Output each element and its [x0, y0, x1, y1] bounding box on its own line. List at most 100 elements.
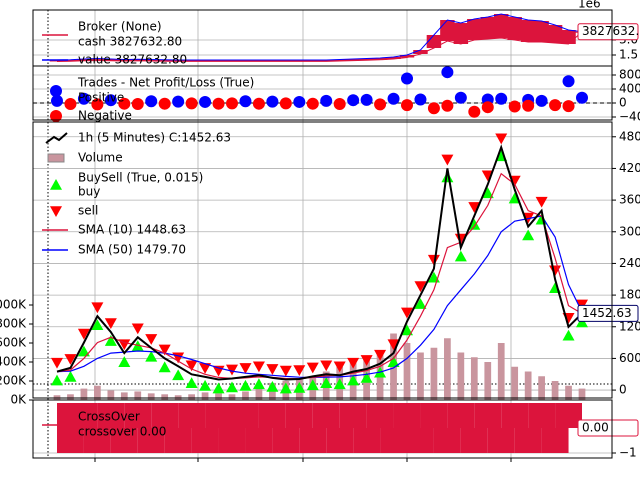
trade-dot — [562, 75, 575, 88]
crossover-bar — [501, 403, 529, 428]
sell-marker — [401, 307, 413, 319]
volume-bar — [497, 343, 505, 400]
legend-dot — [50, 110, 62, 122]
price-line — [56, 144, 583, 381]
cash-value-fill — [534, 21, 549, 42]
last-value-label: 3827632.80 — [582, 24, 640, 38]
trade-dot — [199, 95, 212, 108]
cash-value-fill — [507, 17, 522, 40]
buy-marker — [226, 381, 238, 393]
legend-marker — [50, 179, 62, 190]
cash-value-fill — [480, 17, 495, 39]
cash-value-fill — [305, 60, 320, 62]
sell-marker — [347, 357, 360, 369]
sell-marker — [226, 364, 238, 376]
crossover-bar — [299, 428, 327, 453]
volume-bar — [120, 392, 128, 400]
crossover-bar — [339, 403, 367, 428]
cash-value-fill — [103, 59, 119, 61]
crossover-bar — [541, 428, 569, 453]
cash-value-fill — [413, 50, 428, 54]
trade-dot — [212, 97, 225, 110]
x-ticks — [94, 458, 512, 462]
trade-dot — [562, 100, 575, 113]
volume-bar — [161, 394, 169, 400]
trade-dot — [374, 98, 387, 111]
trade-dot — [64, 98, 77, 111]
sell-marker — [387, 339, 400, 351]
trade-dot — [51, 94, 63, 107]
cash-value-fill — [453, 23, 469, 44]
buy-marker — [118, 356, 131, 367]
value-line — [56, 13, 583, 61]
crossover-bar — [514, 428, 542, 453]
volume-bar — [147, 393, 155, 400]
buy-marker — [185, 377, 198, 389]
sell-marker — [333, 361, 346, 373]
sell-marker — [252, 361, 265, 373]
crossover-bar — [178, 403, 206, 428]
crossover-bar — [70, 403, 98, 428]
buy-marker — [64, 370, 77, 382]
buy-marker — [360, 371, 373, 383]
trade-dot — [535, 94, 548, 107]
crossover-bar — [326, 428, 354, 453]
trade-dot — [266, 95, 279, 108]
sell-marker — [77, 328, 90, 340]
panel-frame — [32, 65, 613, 121]
buy-marker — [104, 335, 117, 346]
cash-value-fill — [144, 59, 159, 61]
crossover-bar — [83, 428, 111, 453]
volume-bar — [417, 352, 424, 400]
buy-marker — [252, 378, 265, 390]
sma-line — [56, 215, 583, 379]
cash-value-fill — [547, 25, 563, 43]
y2-tick-label: 200K — [0, 374, 27, 388]
buy-marker — [293, 382, 306, 393]
buy-marker — [320, 377, 333, 389]
buy-marker — [212, 382, 225, 394]
cash-value-fill — [117, 59, 132, 61]
sell-marker — [414, 281, 427, 293]
sell-marker — [145, 334, 158, 345]
sell-marker — [51, 357, 63, 369]
crossover-bar — [232, 403, 259, 428]
sell-marker — [454, 233, 467, 245]
crossover-bar — [433, 428, 461, 453]
crossover-bar — [258, 403, 286, 428]
cash-value-fill — [251, 60, 267, 62]
legend-label: sell — [78, 204, 98, 218]
volume-bar — [255, 385, 263, 400]
last-value-tag — [577, 23, 639, 41]
cash-value-fill — [130, 59, 145, 61]
y-tick-label: 1.5 — [619, 48, 638, 62]
buy-marker — [468, 218, 481, 230]
sell-marker — [320, 360, 333, 372]
trade-dot — [185, 97, 198, 110]
trade-dot — [226, 97, 238, 110]
panel-frame — [32, 399, 613, 459]
cash-value-fill — [238, 60, 253, 62]
buy-marker — [239, 379, 252, 391]
legend-label: buy — [78, 185, 100, 199]
buy-marker — [279, 382, 292, 394]
last-value-tag — [577, 304, 639, 322]
cash-value-fill — [211, 60, 226, 62]
trade-dot — [549, 99, 562, 112]
axis-offset: 1e6 — [578, 0, 601, 11]
cash-value-fill — [345, 59, 361, 61]
cash-value-fill — [399, 55, 415, 58]
crossover-bar — [487, 428, 515, 453]
volume-bar — [551, 381, 559, 400]
trade-dot — [77, 92, 90, 105]
y-tick-label: 600 — [619, 351, 640, 365]
y-tick-label: 800 — [619, 67, 640, 81]
cash-value-fill — [520, 20, 536, 42]
trade-dot — [131, 98, 144, 111]
cash-value-fill — [157, 59, 172, 62]
sell-marker — [279, 365, 292, 377]
legend-title: CrossOver — [78, 410, 140, 424]
volume-bar — [565, 385, 572, 400]
